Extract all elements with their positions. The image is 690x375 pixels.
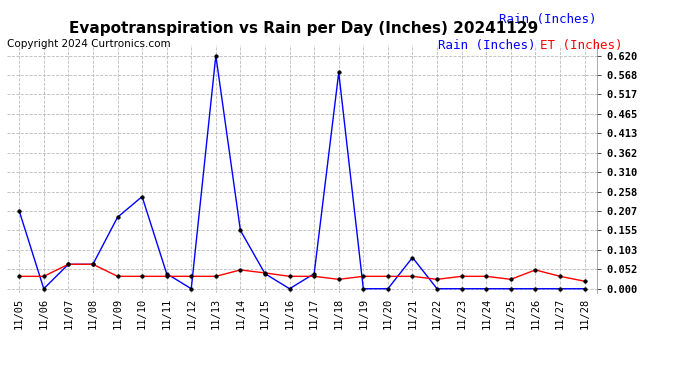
- Text: Rain (Inches): Rain (Inches): [500, 13, 597, 26]
- Text: ET (Inches): ET (Inches): [540, 39, 622, 53]
- Text: Copyright 2024 Curtronics.com: Copyright 2024 Curtronics.com: [7, 39, 170, 50]
- Text: Evapotranspiration vs Rain per Day (Inches) 20241129: Evapotranspiration vs Rain per Day (Inch…: [69, 21, 538, 36]
- Text: Rain (Inches): Rain (Inches): [438, 39, 535, 53]
